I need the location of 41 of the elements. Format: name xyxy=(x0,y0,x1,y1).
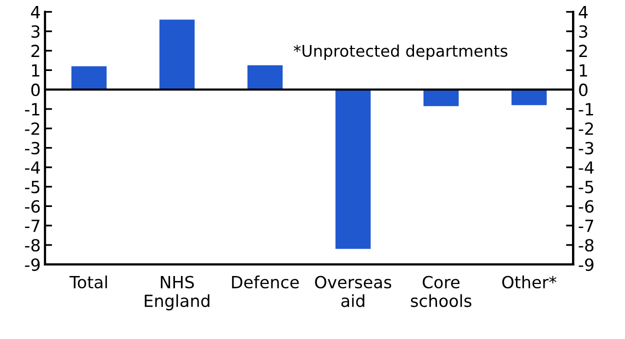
y2-tick-label: 0 xyxy=(579,84,588,96)
y2-tick-label: -8 xyxy=(578,238,594,252)
x-tick-label: Overseas aid xyxy=(315,276,392,308)
y-tick-label: -1 xyxy=(25,103,40,116)
x-tick-label: NHS England xyxy=(144,276,210,310)
y2-tick-label: -9 xyxy=(578,258,594,271)
y2-tick-label: -6 xyxy=(578,200,594,213)
bar xyxy=(159,20,195,90)
y2-tick-label: -5 xyxy=(578,180,594,194)
y2-tick-label: -1 xyxy=(578,103,594,116)
y2-tick-label: 2 xyxy=(579,44,587,58)
x-tick-label: Total xyxy=(70,276,107,288)
bar xyxy=(247,65,283,90)
annotation: *Unprotected departments xyxy=(294,44,508,60)
x-tick-label: Defence xyxy=(232,276,299,288)
y-tick-label: -8 xyxy=(25,238,40,252)
bar xyxy=(423,90,459,106)
y-tick-label: -7 xyxy=(25,220,40,232)
y-tick-label: -9 xyxy=(25,258,40,271)
y-tick-label: 1 xyxy=(32,64,40,76)
y2-tick-label: -7 xyxy=(578,220,594,232)
y2-tick-label: -2 xyxy=(578,122,593,135)
y-tick-label: -5 xyxy=(25,180,40,194)
x-tick-label: Core schools xyxy=(410,276,472,308)
y2-tick-label: 3 xyxy=(579,25,588,38)
x-tick-label: Other* xyxy=(502,276,556,288)
y2-tick-label: -3 xyxy=(578,142,594,154)
y-tick-label: -3 xyxy=(25,142,40,154)
bar xyxy=(335,90,371,249)
y-tick-label: 3 xyxy=(32,25,40,38)
bar xyxy=(71,66,107,90)
bar xyxy=(512,90,547,106)
y-tick-label: -2 xyxy=(25,122,40,135)
y2-tick-label: 1 xyxy=(580,64,588,76)
y-tick-label: -4 xyxy=(25,161,40,174)
y-tick-label: -6 xyxy=(25,200,40,213)
y-tick-label: 2 xyxy=(31,44,40,58)
y-tick-label: 0 xyxy=(31,84,40,96)
y2-tick-label: 4 xyxy=(578,6,588,18)
y-tick-label: 4 xyxy=(31,6,40,18)
y2-tick-label: -4 xyxy=(578,161,594,174)
